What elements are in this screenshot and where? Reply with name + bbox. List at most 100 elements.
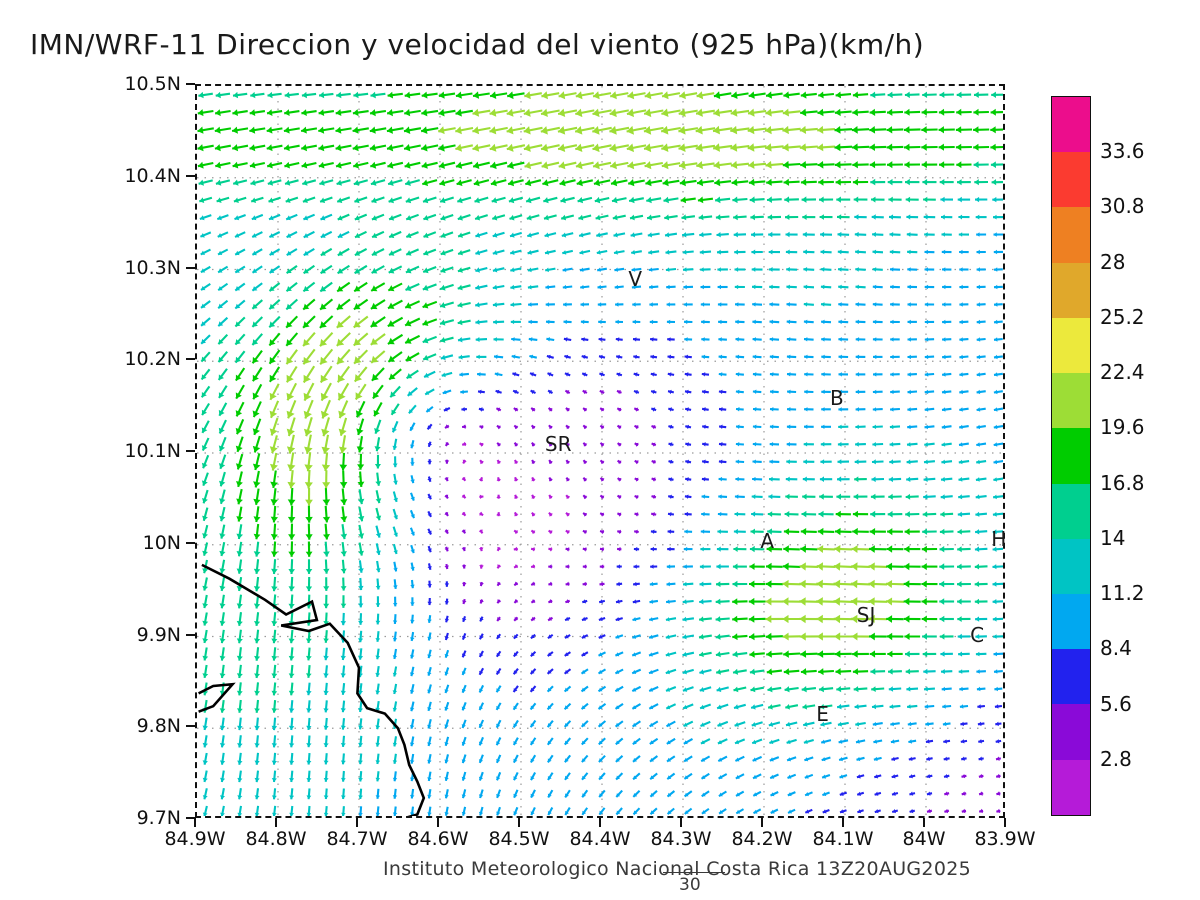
wind-arrow-head <box>406 250 412 256</box>
wind-arrow-head <box>616 775 620 780</box>
wind-arrow-head <box>752 354 757 359</box>
wind-arrow-head <box>617 512 622 517</box>
wind-arrow-head <box>269 250 275 256</box>
wind-arrow-head <box>267 91 273 99</box>
wind-arrow-head <box>252 286 258 291</box>
wind-arrow-head <box>718 337 722 342</box>
wind-arrow-head <box>461 565 467 569</box>
wind-arrow-head <box>769 337 774 342</box>
wind-arrow-head <box>667 546 671 552</box>
wind-arrow-head <box>461 653 467 658</box>
wind-arrow-head <box>479 653 484 657</box>
colorbar-band <box>1052 262 1090 318</box>
wind-arrow-head <box>921 545 927 553</box>
wind-arrow-head <box>975 477 980 482</box>
wind-arrow-head <box>702 389 706 394</box>
wind-arrow-head <box>872 459 876 465</box>
colorbar[interactable] <box>1051 96 1091 816</box>
wind-arrow-head <box>269 374 277 382</box>
wind-arrow-head <box>478 529 483 534</box>
wind-arrow-head <box>388 197 394 204</box>
wind-arrow-head <box>782 562 789 571</box>
wind-arrow-head <box>358 812 363 816</box>
y-tick-mark <box>186 633 195 636</box>
wind-arrow-head <box>252 321 258 327</box>
wind-arrow-head <box>337 250 343 256</box>
y-tick-label: 9.7N <box>136 807 181 829</box>
wind-arrow-head <box>616 581 620 587</box>
wind-arrow-head <box>749 563 755 570</box>
wind-arrow-head <box>576 179 583 187</box>
wind-arrow-head <box>668 477 673 482</box>
wind-arrow-head <box>783 545 789 553</box>
wind-arrow-head <box>632 705 637 709</box>
wind-arrow-head <box>735 354 740 359</box>
wind-arrow-head <box>444 671 449 676</box>
wind-arrow-head <box>678 143 686 152</box>
wind-arrow-head <box>478 477 483 482</box>
wind-arrow-head <box>597 302 602 307</box>
wind-arrow-head <box>405 197 412 204</box>
wind-arrow-head <box>699 669 704 675</box>
wind-arrow-head <box>202 638 209 643</box>
wind-arrow-head <box>358 533 365 539</box>
wind-arrow-head <box>219 638 226 644</box>
wind-arrow-head <box>510 250 515 255</box>
wind-arrow-head <box>599 810 604 815</box>
wind-arrow-head <box>219 585 226 591</box>
wind-arrow-head <box>977 721 982 727</box>
wind-arrow-head <box>996 791 1001 796</box>
wind-arrow-head <box>682 669 687 675</box>
wind-arrow-head <box>768 231 773 238</box>
wind-arrow-head <box>507 91 514 100</box>
wind-arrow-head <box>202 568 209 574</box>
wind-arrow-head <box>421 126 428 134</box>
wind-arrow-head <box>855 249 859 255</box>
wind-arrow-head <box>633 793 638 797</box>
wind-arrow-head <box>496 512 501 516</box>
wind-arrow-head <box>531 581 536 586</box>
wind-arrow-head <box>649 705 654 710</box>
wind-arrow-head <box>609 108 617 118</box>
wind-arrow-head <box>730 160 738 169</box>
wind-arrow-head <box>461 706 466 711</box>
y-tick-label: 10.1N <box>124 440 181 462</box>
wind-arrow-head <box>374 464 381 469</box>
wind-arrow-head <box>734 494 739 499</box>
wind-arrow-head <box>804 337 808 342</box>
wind-arrow-head <box>409 672 415 677</box>
map-plot-area[interactable] <box>195 84 1005 818</box>
wind-arrow-head <box>461 476 466 481</box>
wind-arrow-head <box>475 319 480 325</box>
wind-arrow-head <box>444 547 449 552</box>
wind-arrow-head <box>976 232 980 237</box>
wind-arrow-head <box>616 793 621 797</box>
wind-arrow-head <box>802 231 807 238</box>
wind-arrow-head <box>596 250 601 255</box>
wind-arrow-head <box>323 586 330 591</box>
wind-arrow-head <box>269 215 274 221</box>
wind-arrow-head <box>907 424 911 430</box>
x-tick-label: 84.2W <box>731 828 793 850</box>
wind-arrow-head <box>583 408 588 412</box>
wind-arrow-head <box>423 354 429 361</box>
x-tick-mark <box>923 818 925 827</box>
wind-arrow-head <box>320 268 326 274</box>
wind-arrow-head <box>850 579 858 589</box>
wind-arrow-head <box>496 741 501 746</box>
wind-arrow-head <box>440 215 446 221</box>
wind-arrow-head <box>851 126 858 134</box>
wind-arrow-head <box>749 580 755 588</box>
wind-arrow-head <box>340 533 348 540</box>
wind-arrow-head <box>531 599 536 603</box>
wind-arrow-head <box>888 668 893 675</box>
wind-arrow-head <box>633 337 637 342</box>
wind-arrow-head <box>684 372 689 377</box>
wind-arrow-head <box>974 581 980 587</box>
wind-arrow-head <box>303 392 312 401</box>
wind-arrow-head <box>834 161 841 169</box>
wind-arrow-head <box>615 740 620 745</box>
wind-arrow-head <box>253 533 261 540</box>
wind-arrow-head <box>301 126 307 134</box>
wind-arrow-head <box>409 742 415 747</box>
